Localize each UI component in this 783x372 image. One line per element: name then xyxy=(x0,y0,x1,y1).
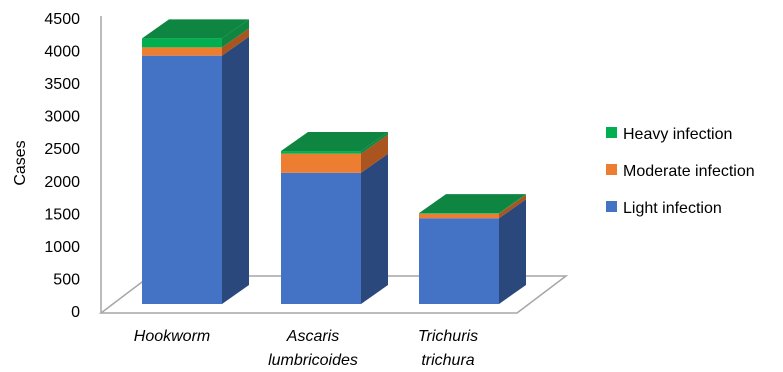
x-category-label: Hookworm xyxy=(134,328,210,345)
bar-segment-front xyxy=(419,218,499,304)
bar-segment-front xyxy=(419,213,499,214)
y-tick-label: 3500 xyxy=(44,76,80,93)
bar-segment-front xyxy=(281,172,361,304)
x-category-label: lumbricoides xyxy=(268,352,358,369)
legend-item[interactable]: Light infection xyxy=(606,200,722,217)
y-tick-label: 2000 xyxy=(44,174,80,191)
bar-segment-side xyxy=(222,19,249,48)
legend-swatch xyxy=(606,201,617,212)
y-tick-label: 3000 xyxy=(44,109,80,126)
bar-segment-front xyxy=(281,151,361,154)
legend-swatch xyxy=(606,127,617,138)
legend-label: Light infection xyxy=(623,200,722,217)
y-axis: 0 500 1000 1500 2000 2500 3000 3500 4000 4500 xyxy=(44,11,102,321)
bar-group xyxy=(419,194,526,304)
y-axis-title: Cases xyxy=(12,140,29,185)
bar-segment-front xyxy=(142,47,222,56)
bar-group xyxy=(281,132,388,304)
bars xyxy=(142,19,526,305)
legend-item[interactable]: Moderate infection xyxy=(606,163,755,180)
bar-segment-side xyxy=(361,153,388,304)
x-category-label: Trichuris xyxy=(418,328,478,345)
x-category-label: trichura xyxy=(421,352,474,369)
bar-segment-side xyxy=(499,199,526,304)
bar-segment-front xyxy=(281,153,361,173)
bar-top-face xyxy=(281,132,388,152)
y-tick-label: 1000 xyxy=(44,239,80,256)
legend-label: Heavy infection xyxy=(623,126,732,143)
x-category-label: Ascaris xyxy=(286,328,339,345)
legend-label: Moderate infection xyxy=(623,163,755,180)
bar-segment-side xyxy=(361,134,388,173)
y-tick-label: 500 xyxy=(53,271,80,288)
y-tick-label: 4500 xyxy=(44,11,80,28)
bar-group xyxy=(142,19,249,305)
bar-segment-side xyxy=(361,132,388,154)
y-tick-label: 1500 xyxy=(44,206,80,223)
x-axis-labels: Hookworm Ascaris lumbricoides Trichuris tric… xyxy=(134,328,478,369)
bar-top-face xyxy=(142,19,249,39)
bar-segment-side xyxy=(222,36,249,305)
legend-swatch xyxy=(606,164,617,175)
legend[interactable]: Heavy infection Moderate infection Light i… xyxy=(606,126,755,217)
bar-segment-front xyxy=(419,213,499,219)
bar-segment-side xyxy=(222,28,249,56)
bar-segment-side xyxy=(499,194,526,214)
legend-item[interactable]: Heavy infection xyxy=(606,126,732,143)
bar-top-face xyxy=(419,194,526,214)
y-tick-label: 2500 xyxy=(44,141,80,158)
bar-segment-front xyxy=(142,38,222,48)
bar-segment-side xyxy=(499,194,526,219)
y-tick-label: 4000 xyxy=(44,44,80,61)
bar-segment-front xyxy=(142,55,222,305)
y-tick-label: 0 xyxy=(71,304,80,321)
